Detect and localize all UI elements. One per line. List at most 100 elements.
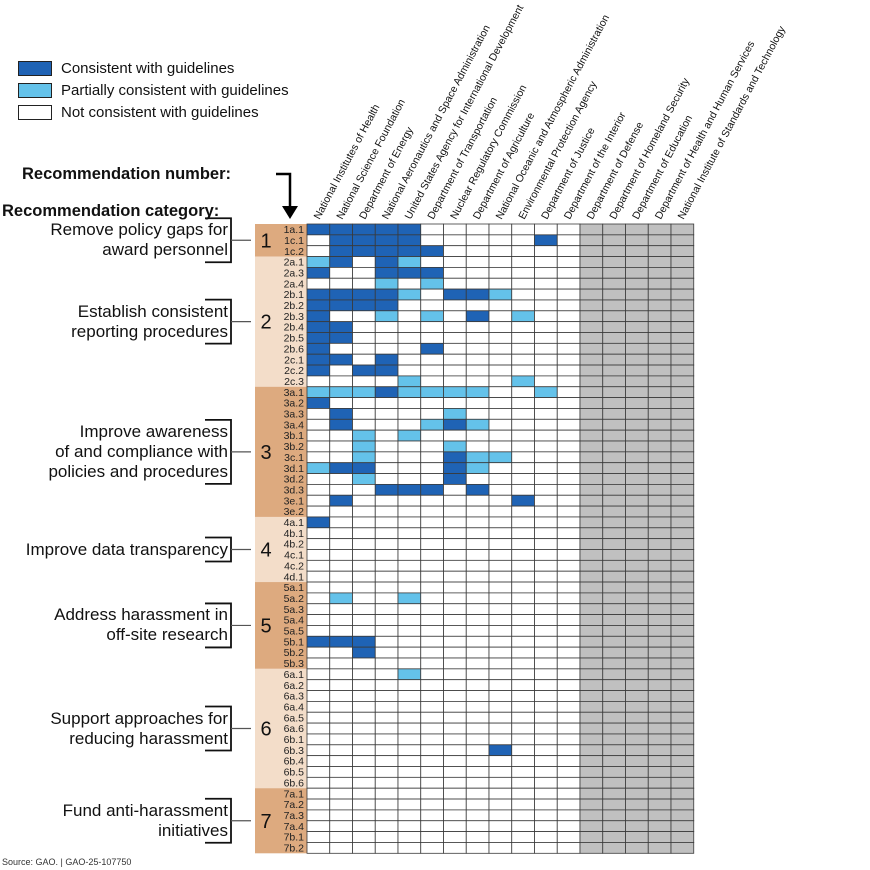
heatmap-cell bbox=[511, 451, 535, 464]
heatmap-cell bbox=[534, 831, 558, 843]
heatmap-cell bbox=[329, 646, 353, 659]
heatmap-cell bbox=[534, 701, 558, 713]
heatmap-cell bbox=[465, 310, 490, 323]
heatmap-cell bbox=[420, 516, 444, 529]
heatmap-cell bbox=[556, 245, 581, 257]
heatmap-cell bbox=[511, 842, 535, 854]
heatmap-cell bbox=[647, 462, 672, 474]
heatmap-cell bbox=[647, 831, 672, 843]
heatmap-cell bbox=[420, 668, 444, 681]
heatmap-cell bbox=[625, 277, 649, 290]
heatmap-cell bbox=[579, 701, 604, 713]
heatmap-cell bbox=[329, 277, 353, 290]
heatmap-cell bbox=[670, 256, 695, 268]
heatmap-cell bbox=[511, 614, 535, 626]
heatmap-cell bbox=[465, 744, 490, 757]
heatmap-cell bbox=[397, 364, 422, 377]
heatmap-cell bbox=[579, 809, 604, 822]
heatmap-cell bbox=[602, 614, 626, 626]
heatmap-cell bbox=[352, 332, 376, 344]
heatmap-cell bbox=[352, 787, 376, 800]
heatmap-cell bbox=[306, 592, 331, 605]
heatmap-cell bbox=[534, 776, 558, 789]
heatmap-cell bbox=[397, 625, 422, 637]
heatmap-cell bbox=[443, 581, 467, 594]
heatmap-cell bbox=[488, 831, 513, 843]
heatmap-cell bbox=[534, 353, 558, 366]
heatmap-cell bbox=[465, 690, 490, 702]
heatmap-cell bbox=[534, 266, 558, 279]
heatmap-cell bbox=[397, 429, 422, 442]
heatmap-cell bbox=[556, 635, 581, 648]
heatmap-cell bbox=[556, 332, 581, 344]
heatmap-cell bbox=[374, 744, 399, 757]
heatmap-cell bbox=[534, 766, 558, 778]
heatmap-cell bbox=[602, 299, 626, 312]
heatmap-cell bbox=[511, 711, 535, 724]
heatmap-cell bbox=[511, 418, 535, 431]
heatmap-cell bbox=[625, 353, 649, 366]
row-label: 7b.1 bbox=[284, 832, 305, 844]
heatmap-cell bbox=[420, 288, 444, 301]
heatmap-cell bbox=[625, 342, 649, 355]
heatmap-cell bbox=[465, 288, 490, 301]
heatmap-cell bbox=[488, 755, 513, 767]
heatmap-cell bbox=[465, 321, 490, 333]
heatmap-cell bbox=[511, 277, 535, 290]
heatmap-cell bbox=[374, 820, 399, 833]
heatmap-cell bbox=[625, 234, 649, 247]
category-number: 1 bbox=[260, 230, 271, 252]
heatmap-cell bbox=[579, 408, 604, 420]
heatmap-cell bbox=[306, 581, 331, 594]
heatmap-cell bbox=[670, 527, 695, 540]
heatmap-cell bbox=[602, 418, 626, 431]
heatmap-cell bbox=[602, 668, 626, 681]
heatmap-cell bbox=[465, 483, 490, 496]
heatmap-cell bbox=[602, 266, 626, 279]
heatmap-cell bbox=[579, 549, 604, 561]
heatmap-cell bbox=[420, 538, 444, 550]
category-label: Fund anti-harassment initiatives bbox=[63, 801, 228, 841]
heatmap-cell bbox=[397, 245, 422, 257]
heatmap-cell bbox=[443, 397, 467, 409]
heatmap-cell bbox=[443, 766, 467, 778]
category-number: 5 bbox=[260, 615, 271, 637]
heatmap-cell bbox=[352, 538, 376, 550]
heatmap-cell bbox=[602, 375, 626, 388]
heatmap-cell bbox=[511, 690, 535, 702]
heatmap-cell bbox=[465, 277, 490, 290]
heatmap-cell bbox=[488, 234, 513, 247]
heatmap-cell bbox=[443, 776, 467, 789]
heatmap-cell bbox=[602, 798, 626, 811]
heatmap-cell bbox=[647, 776, 672, 789]
heatmap-cell bbox=[579, 592, 604, 605]
heatmap-cell bbox=[374, 451, 399, 464]
heatmap-cell bbox=[488, 332, 513, 344]
heatmap-cell bbox=[556, 375, 581, 388]
heatmap-cell bbox=[511, 646, 535, 659]
row-label: 2a.3 bbox=[284, 267, 305, 279]
heatmap-cell bbox=[647, 842, 672, 854]
heatmap-cell bbox=[374, 809, 399, 822]
heatmap-cell bbox=[647, 494, 672, 507]
heatmap-cell bbox=[647, 332, 672, 344]
heatmap-cell bbox=[625, 679, 649, 691]
heatmap-cell bbox=[306, 332, 331, 344]
heatmap-cell bbox=[306, 277, 331, 290]
heatmap-cell bbox=[397, 538, 422, 550]
heatmap-cell bbox=[465, 256, 490, 268]
heatmap-cell bbox=[556, 701, 581, 713]
heatmap-cell bbox=[602, 711, 626, 724]
heatmap-cell bbox=[352, 505, 376, 518]
heatmap-cell bbox=[556, 798, 581, 811]
heatmap-cell bbox=[625, 711, 649, 724]
heatmap-cell bbox=[511, 592, 535, 605]
heatmap-cell bbox=[397, 418, 422, 431]
heatmap-cell bbox=[374, 690, 399, 702]
category-band bbox=[255, 516, 307, 583]
heatmap-cell bbox=[647, 766, 672, 778]
heatmap-cell bbox=[397, 842, 422, 854]
heatmap-cell bbox=[443, 690, 467, 702]
heatmap-cell bbox=[670, 288, 695, 301]
heatmap-cell bbox=[443, 592, 467, 605]
